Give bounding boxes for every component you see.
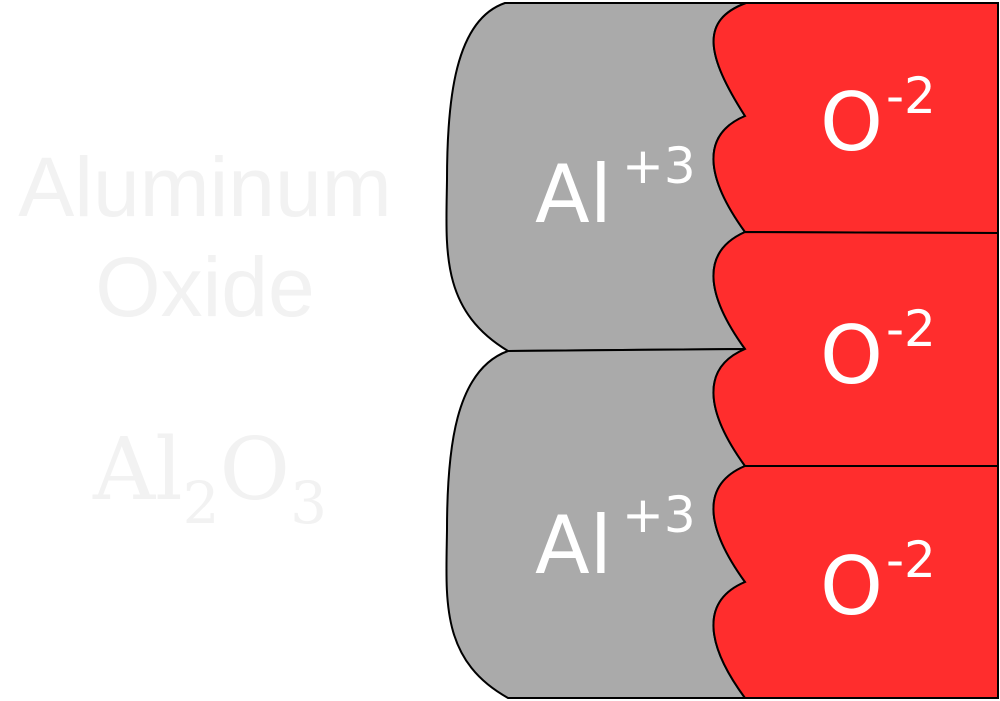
oxygen-ion-tile (712, 465, 999, 699)
formula-element-oxygen: O (219, 420, 291, 520)
oxygen-ion-tile (712, 2, 999, 235)
compound-name-line2: Oxide (95, 240, 315, 334)
oxygen-ion-charge: -2 (886, 67, 936, 125)
oxygen-ion-symbol: O (820, 309, 883, 402)
oxygen-ion-charge: -2 (886, 300, 936, 358)
oxygen-ion-charge: -2 (886, 531, 936, 589)
formula-subscript-aluminum: 2 (182, 469, 220, 537)
aluminum-ion-charge: +3 (622, 486, 696, 544)
aluminum-ion-symbol: Al (535, 499, 612, 592)
formula-element-aluminum: Al (93, 420, 183, 520)
compound-name-line1: Aluminum (18, 140, 392, 234)
oxygen-ion-symbol: O (820, 540, 883, 633)
chemical-formula: Al2O3 (60, 420, 360, 532)
oxygen-ion-tile (712, 230, 999, 467)
aluminum-ion-charge: +3 (622, 137, 696, 195)
aluminum-ion-symbol: Al (535, 148, 612, 241)
oxygen-ion-symbol: O (820, 76, 883, 169)
formula-subscript-oxygen: 3 (290, 469, 327, 537)
